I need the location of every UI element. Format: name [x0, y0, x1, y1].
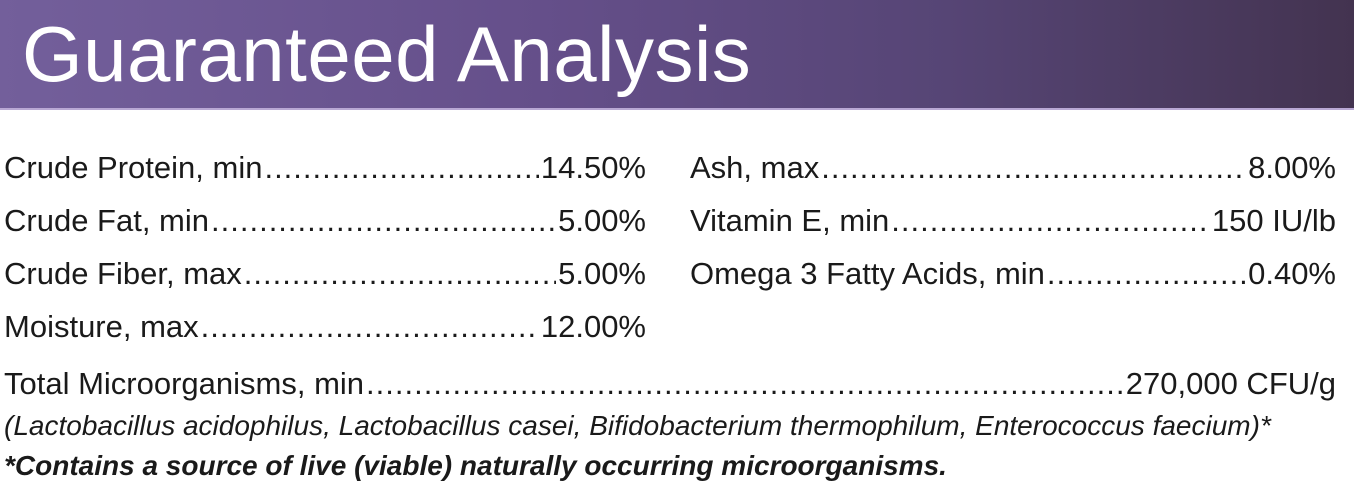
dot-leader — [366, 364, 1124, 404]
row-label: Crude Protein, min — [4, 150, 263, 185]
row-value: 8.00% — [1248, 150, 1336, 185]
analysis-row-total-microorganisms: Total Microorganisms, min 270,000 CFU/g — [4, 364, 1336, 404]
analysis-row-omega-3: Omega 3 Fatty Acids, min 0.40% — [690, 254, 1336, 294]
dot-leader — [201, 307, 539, 347]
row-value: 5.00% — [558, 256, 646, 291]
footnote: *Contains a source of live (viable) natu… — [4, 450, 947, 481]
dot-leader — [891, 201, 1210, 241]
row-value: 5.00% — [558, 203, 646, 238]
header-banner: Guaranteed Analysis — [0, 0, 1354, 110]
analysis-row-crude-protein: Crude Protein, min 14.50% — [4, 148, 646, 188]
species-note: (Lactobacillus acidophilus, Lactobacillu… — [4, 410, 1271, 441]
analysis-row-crude-fat: Crude Fat, min 5.00% — [4, 201, 646, 241]
row-value: 12.00% — [540, 309, 646, 344]
row-label: Ash, max — [690, 150, 820, 185]
row-label: Total Microorganisms, min — [4, 366, 365, 401]
dot-leader — [821, 148, 1246, 188]
dot-leader — [1047, 254, 1246, 294]
dot-leader — [211, 201, 556, 241]
row-value: 14.50% — [540, 150, 646, 185]
row-value: 150 IU/lb — [1211, 203, 1336, 238]
dot-leader — [244, 254, 556, 294]
analysis-row-vitamin-e: Vitamin E, min 150 IU/lb — [690, 201, 1336, 241]
analysis-row-ash: Ash, max 8.00% — [690, 148, 1336, 188]
row-value: 0.40% — [1248, 256, 1336, 291]
page-title: Guaranteed Analysis — [22, 10, 752, 98]
analysis-row-moisture: Moisture, max 12.00% — [4, 307, 646, 347]
row-label: Vitamin E, min — [690, 203, 890, 238]
row-value: 270,000 CFU/g — [1125, 366, 1336, 401]
row-label: Crude Fat, min — [4, 203, 210, 238]
row-label: Moisture, max — [4, 309, 199, 344]
dot-leader — [264, 148, 538, 188]
row-label: Crude Fiber, max — [4, 256, 242, 291]
row-label: Omega 3 Fatty Acids, min — [690, 256, 1045, 291]
analysis-row-crude-fiber: Crude Fiber, max 5.00% — [4, 254, 646, 294]
